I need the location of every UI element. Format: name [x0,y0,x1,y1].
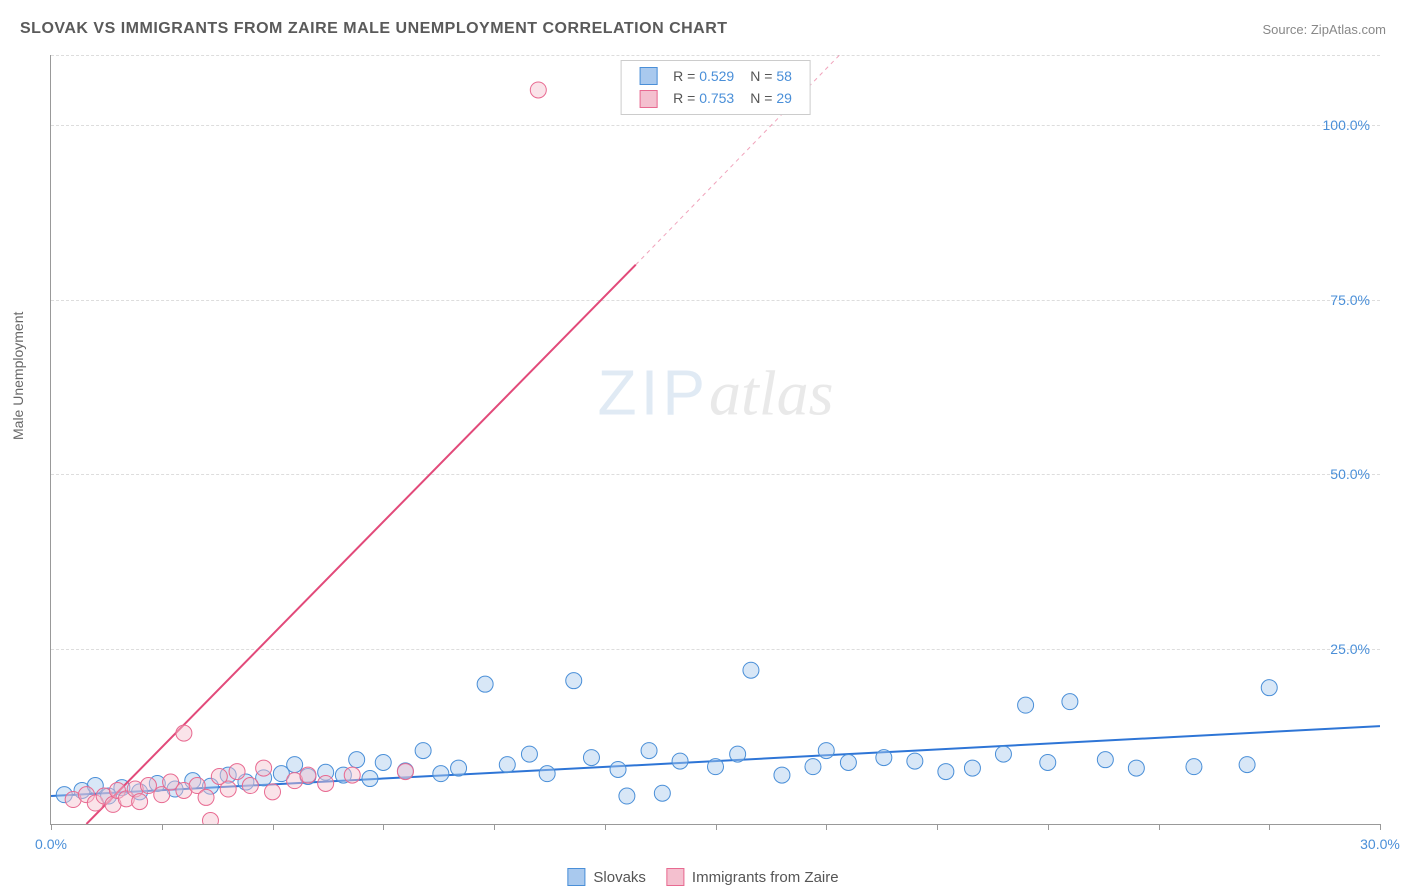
value-n-slovaks: 58 [776,68,792,84]
y-axis-label: Male Unemployment [10,312,26,440]
label-r: R = [673,90,695,106]
xtick [716,824,717,830]
correlation-legend: R = 0.529 N = 58 R = 0.753 N = 29 [620,60,811,115]
xtick [1269,824,1270,830]
xtick [383,824,384,830]
chart-container: SLOVAK VS IMMIGRANTS FROM ZAIRE MALE UNE… [0,0,1406,892]
label-n: N = [750,90,772,106]
xtick [1380,824,1381,830]
legend-item-zaire: Immigrants from Zaire [666,868,839,886]
title-bar: SLOVAK VS IMMIGRANTS FROM ZAIRE MALE UNE… [20,20,1386,38]
xtick [605,824,606,830]
legend-label-slovaks: Slovaks [593,869,646,886]
plot-area: ZIPatlas R = 0.529 N = 58 R = 0.753 N = … [50,55,1380,825]
legend-row-zaire: R = 0.753 N = 29 [631,87,800,109]
swatch-zaire-icon [666,868,684,886]
xtick-label: 0.0% [35,836,67,852]
xtick [494,824,495,830]
value-r-slovaks: 0.529 [699,68,734,84]
swatch-slovaks-icon [567,868,585,886]
xtick [1048,824,1049,830]
legend-item-slovaks: Slovaks [567,868,646,886]
swatch-zaire [639,90,657,108]
xtick [51,824,52,830]
series-legend: Slovaks Immigrants from Zaire [567,868,838,886]
label-r: R = [673,68,695,84]
chart-svg [51,55,1380,824]
label-n: N = [750,68,772,84]
legend-label-zaire: Immigrants from Zaire [692,869,839,886]
swatch-slovaks [639,67,657,85]
value-n-zaire: 29 [776,90,792,106]
xtick-label: 30.0% [1360,836,1400,852]
source-label: Source: ZipAtlas.com [1262,22,1386,37]
xtick [1159,824,1160,830]
chart-title: SLOVAK VS IMMIGRANTS FROM ZAIRE MALE UNE… [20,20,728,38]
xtick [162,824,163,830]
xtick [826,824,827,830]
xtick [937,824,938,830]
value-r-zaire: 0.753 [699,90,734,106]
legend-row-slovaks: R = 0.529 N = 58 [631,65,800,87]
xtick [273,824,274,830]
